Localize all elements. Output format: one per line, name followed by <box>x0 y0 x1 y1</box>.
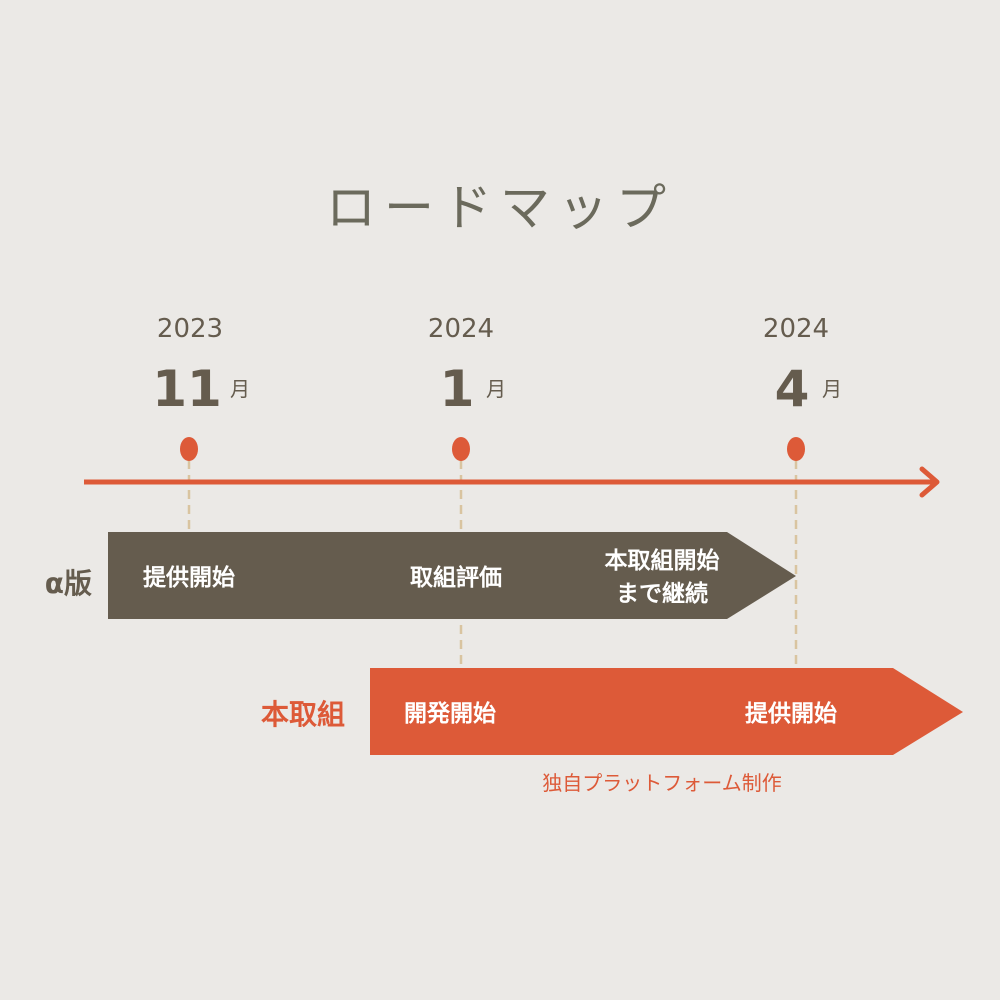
alpha-item: まで継続 <box>616 580 708 607</box>
milestone-month-unit: 月 <box>230 377 250 401</box>
arrowhead-icon <box>919 466 940 498</box>
page-title: ロードマップ <box>326 179 674 237</box>
milestone-dot <box>787 437 805 461</box>
milestone-month: 11 <box>152 360 222 418</box>
milestone-3: 2024 4 月 <box>763 314 842 418</box>
milestone-1: 2023 11 月 <box>152 314 250 418</box>
alpha-item: 提供開始 <box>143 564 235 591</box>
milestone-2: 2024 1 月 <box>428 314 506 418</box>
main-item: 提供開始 <box>745 700 837 727</box>
milestone-month-unit: 月 <box>486 377 506 401</box>
main-label: 本取組 <box>261 698 345 731</box>
guide-lines <box>187 460 798 668</box>
milestone-year: 2023 <box>157 314 223 344</box>
milestone-year: 2024 <box>763 314 829 344</box>
main-item: 開発開始 <box>404 700 496 727</box>
alpha-item: 取組評価 <box>410 564 502 591</box>
milestone-dot <box>180 437 198 461</box>
milestone-year: 2024 <box>428 314 494 344</box>
main-caption: 独自プラットフォーム制作 <box>542 771 781 795</box>
milestone-month: 4 <box>775 360 810 418</box>
milestone-dot <box>452 437 470 461</box>
alpha-label: α版 <box>45 567 92 600</box>
alpha-bar <box>108 532 796 619</box>
milestone-month: 1 <box>440 360 475 418</box>
alpha-item: 本取組開始 <box>605 547 720 574</box>
timeline-arrow <box>84 466 940 498</box>
milestone-month-unit: 月 <box>822 377 842 401</box>
main-bar <box>370 668 963 755</box>
